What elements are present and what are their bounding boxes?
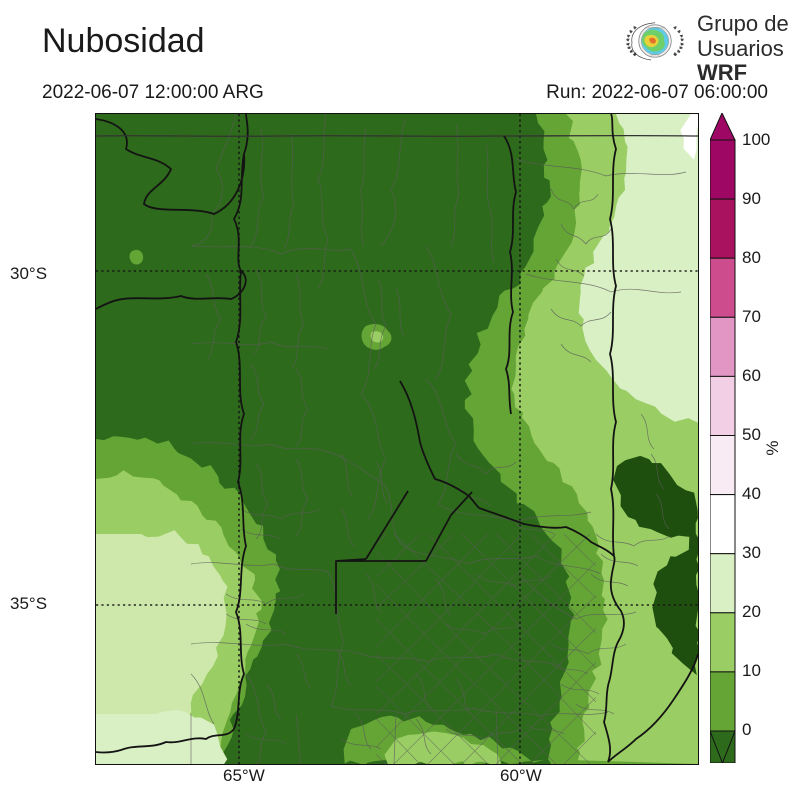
- svg-text:0: 0: [742, 720, 751, 739]
- svg-text:40: 40: [742, 484, 761, 503]
- svg-text:60: 60: [742, 366, 761, 385]
- svg-text:70: 70: [742, 307, 761, 326]
- svg-text:100: 100: [742, 130, 770, 149]
- svg-text:50: 50: [742, 425, 761, 444]
- svg-text:%: %: [763, 440, 782, 455]
- svg-text:20: 20: [742, 602, 761, 621]
- svg-text:10: 10: [742, 661, 761, 680]
- svg-text:80: 80: [742, 248, 761, 267]
- svg-text:30: 30: [742, 543, 761, 562]
- svg-text:90: 90: [742, 189, 761, 208]
